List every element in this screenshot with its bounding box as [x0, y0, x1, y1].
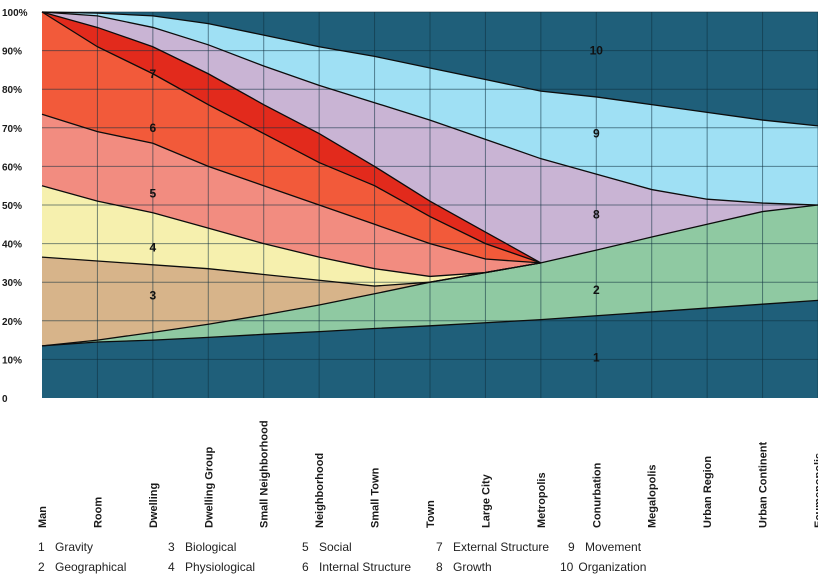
legend: 1 Gravity 2 Geographical 3 Biological 4 Phys… [38, 540, 818, 576]
region-label-5: 5 [150, 186, 157, 200]
legend-item-2-number: 2 [38, 560, 45, 574]
x-tick-label: Small Town [370, 467, 382, 528]
y-tick-label: 70% [2, 124, 22, 135]
legend-item-9-number: 9 [568, 540, 575, 554]
chart-gridlines [42, 11, 818, 398]
boundary-line-3-4 [41, 256, 541, 287]
x-tick-label: Urban Continent [758, 442, 770, 528]
legend-item-6-label: Internal Structure [319, 560, 412, 574]
legend-item-4-number: 4 [168, 560, 175, 574]
region-label-1: 1 [593, 350, 600, 364]
y-axis-tick-labels: 0 10% 20% 30% 40% 50% 60% 70% 80% 90% 100% [2, 8, 28, 405]
x-tick-label: Megalopolis [647, 464, 659, 528]
x-tick-label: Ecumenopolis [813, 453, 818, 528]
region-label-4: 4 [150, 240, 157, 254]
x-tick-label: Large City [480, 473, 492, 528]
y-tick-label: 100% [2, 8, 28, 19]
region-4-area [42, 185, 541, 287]
legend-item-9: 9 Movement [568, 540, 641, 554]
region-label-9: 9 [593, 127, 600, 141]
region-label-6: 6 [150, 121, 157, 135]
x-tick-label: Town [425, 500, 437, 528]
y-tick-label: 50% [2, 201, 22, 212]
x-tick-label: Urban Region [702, 456, 714, 528]
legend-item-5-number: 5 [302, 540, 309, 554]
legend-item-3-number: 3 [168, 540, 175, 554]
legend-item-10-number: 10 [560, 560, 574, 574]
legend-item-10: 10 Organization [560, 560, 646, 574]
y-tick-label: 30% [2, 278, 22, 289]
legend-item-6: 6 Internal Structure [302, 560, 411, 574]
chart-svg: 1 2 3 4 5 6 7 8 9 10 0 10% 20% 30% 40% 50% 60% 70% 80% 90%… [2, 8, 818, 528]
boundary-line-5-6 [41, 113, 541, 264]
legend-item-3-label: Biological [185, 540, 237, 554]
legend-item-1: 1 Gravity [38, 540, 93, 554]
legend-item-1-label: Gravity [55, 540, 94, 554]
legend-item-5-label: Social [319, 540, 352, 554]
chart-boundary-lines [41, 11, 818, 347]
y-tick-label: 90% [2, 47, 22, 58]
chart-region-labels: 1 2 3 4 5 6 7 8 9 10 [150, 44, 604, 365]
legend-item-9-label: Movement [585, 540, 642, 554]
legend-item-8: 8 Growth [436, 560, 492, 574]
region-label-2: 2 [593, 283, 600, 297]
region-7-area [42, 12, 541, 263]
boundary-line-1-2 [41, 299, 818, 347]
legend-item-4: 4 Physiological [168, 560, 255, 574]
y-tick-label: 20% [2, 317, 22, 328]
legend-item-5: 5 Social [302, 540, 352, 554]
region-3-area [42, 257, 541, 346]
region-label-3: 3 [150, 289, 157, 303]
legend-item-7-label: External Structure [453, 540, 550, 554]
legend-item-1-number: 1 [38, 540, 45, 554]
y-tick-label: 10% [2, 355, 22, 366]
legend-item-8-number: 8 [436, 560, 443, 574]
x-tick-label: Conurbation [591, 462, 603, 528]
legend-item-2-label: Geographical [55, 560, 127, 574]
boundary-line-4-5 [41, 185, 541, 278]
x-tick-label: Dwelling [148, 483, 160, 528]
y-tick-label: 0 [2, 394, 8, 405]
x-tick-label: Dwelling Group [203, 446, 215, 528]
legend-item-7-number: 7 [436, 540, 443, 554]
x-tick-label: Man [37, 506, 49, 528]
legend-item-2: 2 Geographical [38, 560, 126, 574]
region-6-area [42, 12, 541, 263]
x-tick-label: Room [92, 497, 104, 528]
x-axis-tick-labels: Man Room Dwelling Dwelling Group Small Neigh… [37, 420, 818, 528]
y-tick-label: 80% [2, 85, 22, 96]
y-tick-label: 40% [2, 240, 22, 251]
legend-item-3: 3 Biological [168, 540, 236, 554]
region-label-8: 8 [593, 208, 600, 222]
legend-item-4-label: Physiological [185, 560, 256, 574]
x-tick-label: Neighborhood [314, 453, 326, 528]
boundary-line-7-8 [41, 11, 542, 264]
boundary-line-9-10 [41, 11, 818, 127]
legend-item-7: 7 External Structure [436, 540, 549, 554]
region-2-area [42, 205, 818, 346]
legend-item-10-label: Organization [578, 560, 647, 574]
region-label-10: 10 [590, 44, 604, 58]
region-label-7: 7 [150, 67, 157, 81]
x-tick-label: Metropolis [536, 472, 548, 528]
y-tick-label: 60% [2, 162, 22, 173]
legend-item-8-label: Growth [453, 560, 492, 574]
x-tick-label: Small Neighborhood [259, 420, 271, 528]
legend-item-6-number: 6 [302, 560, 309, 574]
boundary-line-6-7 [41, 11, 542, 264]
boundary-line-8-9 [41, 11, 818, 206]
